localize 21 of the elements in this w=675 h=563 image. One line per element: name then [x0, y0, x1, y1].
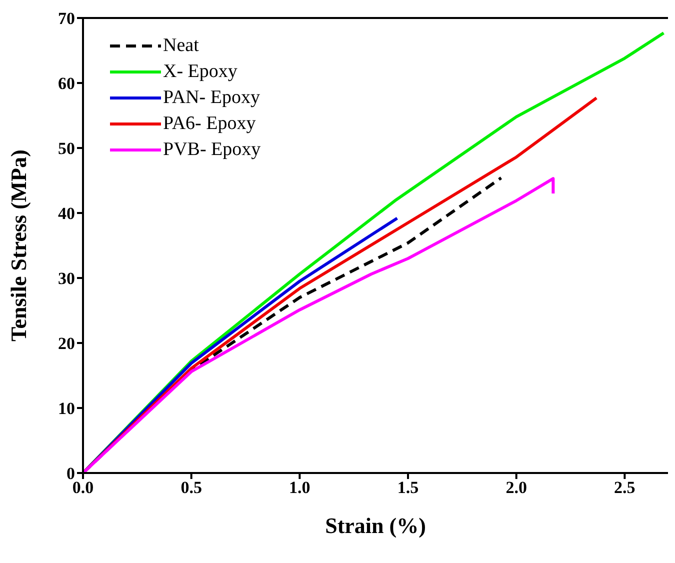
y-tick-label: 40	[58, 204, 75, 224]
x-tick-label: 2.0	[506, 478, 527, 498]
y-tick-label: 60	[58, 74, 75, 94]
x-tick-label: 1.0	[289, 478, 310, 498]
x-tick-label: 2.5	[614, 478, 636, 498]
y-tick-label: 0	[66, 464, 75, 484]
x-tick-label: 1.5	[397, 478, 419, 498]
y-tick-label: 10	[58, 399, 75, 418]
x-tick-label: 0.5	[180, 478, 202, 498]
y-axis-title: Tensile Stress (MPa)	[6, 150, 31, 342]
legend-label: Neat	[163, 35, 199, 57]
x-tick-label: 0.0	[72, 478, 94, 498]
legend-label: PAN- Epoxy	[163, 87, 260, 109]
legend-label: PA6- Epoxy	[163, 113, 256, 135]
y-tick-label: 50	[58, 139, 75, 158]
y-tick-label: 30	[58, 269, 75, 288]
legend-label: PVB- Epoxy	[163, 139, 261, 161]
legend-label: X- Epoxy	[163, 61, 238, 83]
y-tick-label: 70	[58, 9, 75, 28]
x-axis-title: Strain (%)	[325, 513, 426, 538]
y-tick-label: 20	[58, 334, 75, 354]
